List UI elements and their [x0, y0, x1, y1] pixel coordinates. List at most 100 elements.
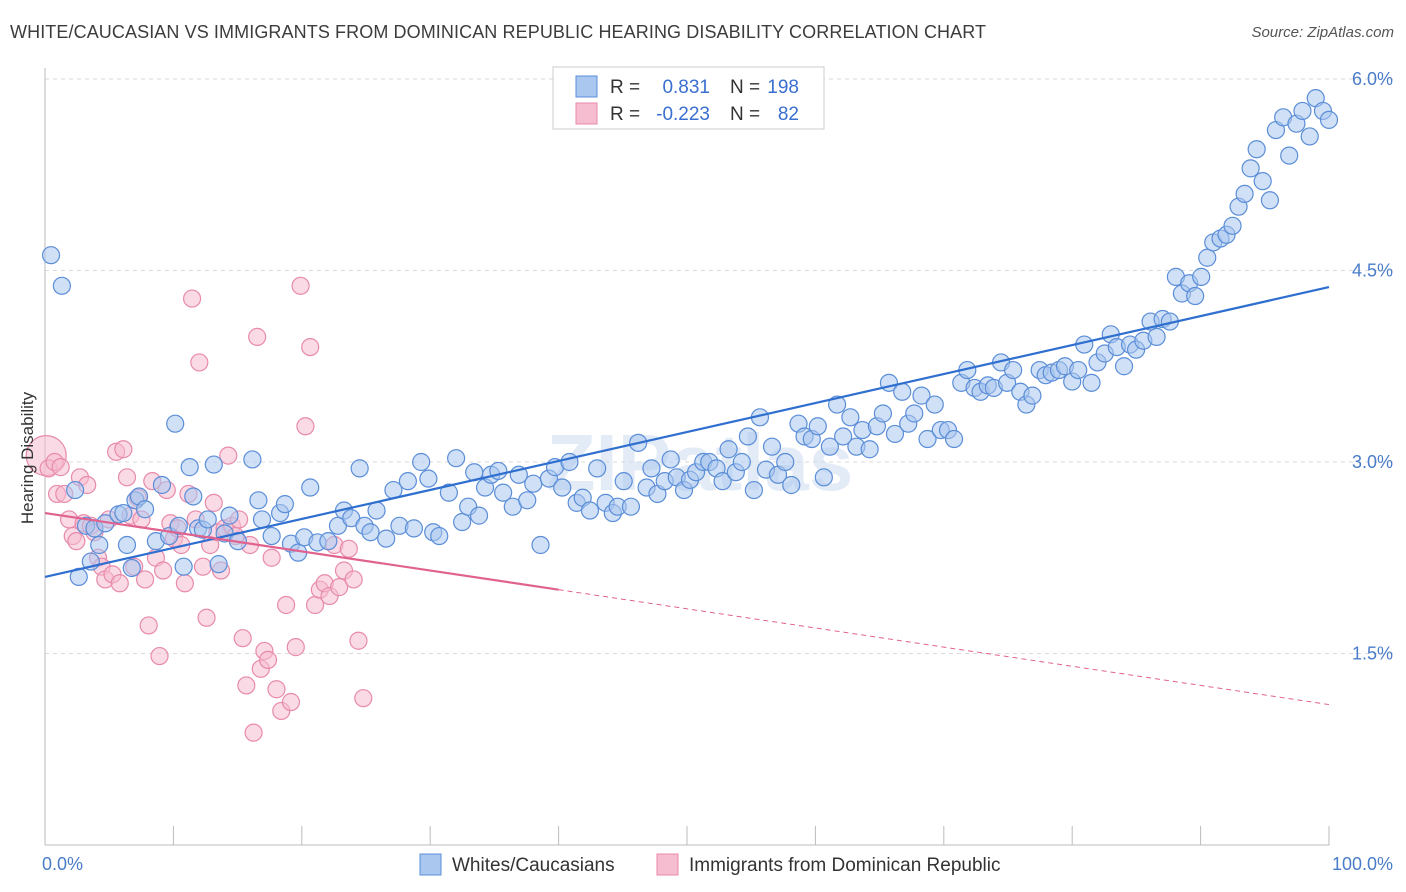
legend-r-label-pink: R = [610, 104, 640, 125]
blue-point [713, 472, 732, 491]
blue-point [1300, 127, 1319, 146]
pink-point [301, 338, 320, 357]
x-max-label: 100.0% [1332, 854, 1393, 874]
blue-point [135, 500, 155, 519]
blue-point [841, 408, 860, 427]
pink-point [267, 680, 286, 699]
blue-point [453, 512, 472, 532]
blue-point [1241, 159, 1260, 178]
pink-point [237, 676, 256, 695]
blue-point [553, 478, 572, 497]
blue-point [174, 557, 193, 576]
pink-trend-line-extension [558, 589, 1330, 706]
series-legend-label-blue: Whites/Caucasians [452, 855, 615, 876]
pink-point [286, 638, 305, 657]
blue-point [117, 535, 137, 555]
legend-swatch-pink [575, 102, 598, 125]
pink-point [114, 440, 133, 459]
blue-point [518, 491, 537, 510]
stats-legend: R = 0.831 N = 198 R = -0.223 N = 82 [552, 66, 825, 130]
blue-point [776, 452, 795, 472]
trend-lines [44, 286, 1330, 706]
blue-point [1004, 360, 1023, 380]
y-tick-label: 4.5% [1352, 261, 1393, 281]
pink-point [135, 570, 155, 589]
blue-point [1198, 248, 1217, 267]
pink-point [339, 539, 358, 558]
blue-point [885, 424, 905, 444]
blue-point [169, 516, 188, 535]
blue-point [301, 478, 320, 497]
blue-series-points [41, 89, 1339, 587]
blue-point [834, 427, 853, 446]
blue-point [361, 523, 380, 542]
blue-point [262, 526, 281, 546]
blue-point [404, 519, 424, 538]
blue-point [1069, 360, 1088, 380]
blue-point [744, 480, 764, 500]
blue-point [377, 529, 396, 548]
pink-point [277, 595, 296, 615]
blue-point [1253, 172, 1272, 191]
blue-point [319, 532, 338, 551]
blue-point [808, 417, 827, 436]
blue-point [447, 449, 466, 468]
pink-point [150, 646, 169, 666]
blue-point [944, 429, 964, 449]
blue-point [1260, 191, 1280, 210]
y-tick-label: 1.5% [1352, 644, 1393, 664]
y-tick-label: 3.0% [1352, 452, 1393, 472]
blue-point [1186, 286, 1205, 306]
blue-point [873, 404, 893, 423]
y-tick-labels: 1.5% 3.0% 4.5% 6.0% [1352, 69, 1393, 664]
pink-point [291, 276, 310, 295]
blue-point [209, 555, 228, 574]
y-tick-label: 6.0% [1352, 69, 1393, 89]
legend-n-label-blue: N = [730, 77, 760, 98]
blue-point [642, 459, 661, 478]
pink-point [354, 689, 373, 708]
blue-point [1223, 216, 1242, 235]
y-axis-title: Hearing Disability [18, 391, 37, 524]
blue-point [614, 472, 633, 491]
blue-point [1235, 184, 1254, 203]
blue-point [782, 475, 801, 495]
pink-point [175, 574, 194, 593]
legend-box [552, 66, 825, 130]
pink-point [117, 468, 137, 487]
blue-point [1319, 110, 1339, 129]
blue-point [560, 452, 579, 472]
pink-point [219, 446, 238, 465]
legend-n-value-blue: 198 [767, 77, 799, 98]
blue-point [732, 452, 751, 472]
pink-point [281, 692, 301, 712]
blue-point [1147, 327, 1166, 346]
pink-point [344, 570, 363, 589]
blue-point [243, 450, 262, 469]
blue-point [531, 535, 550, 555]
blue-point [66, 480, 85, 500]
pink-point [51, 458, 70, 477]
blue-point [90, 535, 109, 555]
blue-point [918, 429, 937, 449]
blue-point [180, 458, 199, 477]
pink-point [258, 650, 278, 669]
series-legend-swatch-blue [419, 853, 442, 876]
legend-r-value-pink: -0.223 [656, 104, 710, 125]
legend-n-value-pink: 82 [778, 104, 799, 125]
pink-point [139, 616, 158, 635]
blue-point [1293, 101, 1312, 121]
blue-point [52, 276, 71, 295]
blue-point [114, 503, 133, 523]
pink-point [182, 289, 202, 308]
series-legend-label-pink: Immigrants from Dominican Republic [689, 855, 1001, 876]
blue-point [184, 487, 203, 506]
blue-point [738, 427, 757, 446]
blue-point [580, 501, 600, 520]
blue-point [122, 558, 141, 578]
series-legend: Whites/Caucasians Immigrants from Domini… [419, 853, 1001, 876]
blue-point [1023, 386, 1042, 405]
legend-r-label-blue: R = [610, 77, 640, 98]
pink-point [330, 578, 349, 597]
